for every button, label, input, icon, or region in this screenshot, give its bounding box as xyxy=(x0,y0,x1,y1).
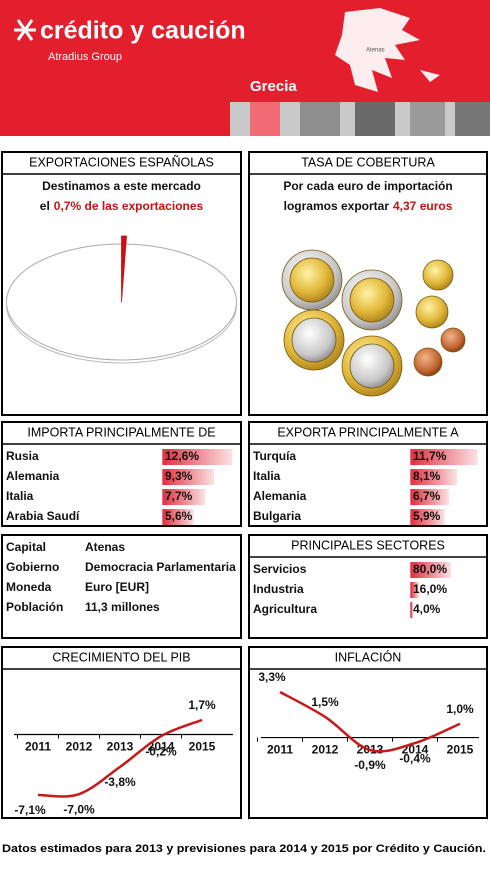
bar-value-label: 80,0% xyxy=(413,562,447,576)
bar xyxy=(411,469,458,485)
x-tick-label: 2011 xyxy=(25,740,51,754)
map xyxy=(335,8,440,92)
value-label: -0,9% xyxy=(354,758,386,772)
info-value: Democracia Parlamentaria xyxy=(85,560,236,574)
value-label: 1,5% xyxy=(311,695,339,709)
x-tick-label: 2014 xyxy=(148,740,175,754)
x-tick-label: 2011 xyxy=(267,743,293,757)
value-label: -0,4% xyxy=(399,751,431,765)
pie-rim xyxy=(6,302,237,364)
country-info: Capital Atenas Gobierno Democracia Parlamen… xyxy=(6,540,236,614)
footer: Datos estimados para 2013 y previsiones … xyxy=(2,843,486,855)
info-value: Euro [EUR] xyxy=(85,580,149,594)
bar-value-label: 16,0% xyxy=(413,582,447,596)
country: Grecia xyxy=(250,78,297,95)
bar xyxy=(163,469,215,485)
x-tick-label: 2015 xyxy=(189,740,216,754)
info-value: Atenas xyxy=(85,540,125,554)
bar xyxy=(411,509,445,525)
pie-subtitle-lead: el xyxy=(40,199,50,213)
coverage-highlight: 4,37 euros xyxy=(393,199,453,213)
panel-title: TASA DE COBERTURA xyxy=(301,155,435,169)
bar-label: Turquía xyxy=(253,449,296,463)
info-label: Moneda xyxy=(6,580,52,594)
line xyxy=(279,690,461,753)
bar-value-label: 4,0% xyxy=(413,602,441,616)
value-label: -0,2% xyxy=(145,744,177,758)
bar-value-label: 11,7% xyxy=(413,449,447,463)
bar-value-label: 6,7% xyxy=(413,489,441,503)
bar-label: Alemania xyxy=(6,469,60,483)
brand-group: Atradius Group xyxy=(48,51,122,63)
bar-value-label: 5,9% xyxy=(413,509,441,523)
coverage-text: Por cada euro de importación xyxy=(283,179,452,193)
value-label: 1,7% xyxy=(188,698,216,712)
panel xyxy=(248,646,488,819)
pie-subtitle: el 0,7% de las exportaciones xyxy=(40,199,204,213)
pie-slice xyxy=(121,235,127,303)
bar xyxy=(411,602,413,618)
value-label: -3,8% xyxy=(104,775,136,789)
value-label: 3,3% xyxy=(258,670,286,684)
panel-title: EXPORTA PRINCIPALMENTE A xyxy=(277,425,459,439)
panel-title: IMPORTA PRINCIPALMENTE DE xyxy=(27,425,215,439)
bar xyxy=(411,582,419,598)
panel-title: INFLACIÓN xyxy=(335,649,402,664)
bar xyxy=(163,449,233,465)
panel xyxy=(1,646,242,819)
bar-label: Rusia xyxy=(6,449,39,463)
pie-subtitle: Destinamos a este mercado xyxy=(42,179,201,193)
info-label: Capital xyxy=(6,540,46,554)
pie-subtitle-highlight: 0,7% de las exportaciones xyxy=(54,199,204,213)
bar xyxy=(163,489,206,505)
x-tick-label: 2012 xyxy=(312,743,339,757)
bar-label: Italia xyxy=(6,489,34,503)
coverage-lead: logramos exportar xyxy=(284,199,390,213)
panel-title: EXPORTACIONES ESPAÑOLAS xyxy=(29,155,214,169)
coins xyxy=(281,249,466,397)
bar xyxy=(411,449,478,465)
value-label: -7,0% xyxy=(63,802,95,816)
coverage-text: logramos exportar 4,37 euros xyxy=(284,199,453,213)
bar-label: Industria xyxy=(253,582,304,596)
logo-mark xyxy=(14,19,36,41)
x-tick-label: 2013 xyxy=(107,740,134,754)
bar-label: Italia xyxy=(253,469,281,483)
panel-title: CRECIMIENTO DEL PIB xyxy=(52,650,190,664)
info-label: Gobierno xyxy=(6,560,59,574)
info-label: Población xyxy=(6,600,63,614)
panel xyxy=(248,534,488,639)
value-label: -7,1% xyxy=(14,803,46,817)
x-tick-label: 2015 xyxy=(447,743,474,757)
bar xyxy=(411,489,450,505)
bar xyxy=(411,562,451,578)
panel xyxy=(1,534,242,639)
header-strip xyxy=(230,102,490,136)
line xyxy=(37,718,203,798)
bar-value-label: 5,6% xyxy=(165,509,193,523)
info-value: 11,3 millones xyxy=(85,600,160,614)
bar-label: Agricultura xyxy=(253,602,317,616)
bar-value-label: 9,3% xyxy=(165,469,193,483)
panel-title: PRINCIPALES SECTORES xyxy=(291,538,445,552)
bar-value-label: 8,1% xyxy=(413,469,441,483)
value-label: 1,0% xyxy=(446,702,474,716)
bar-value-label: 7,7% xyxy=(165,489,193,503)
bar-label: Arabia Saudí xyxy=(6,509,80,523)
map-label: Atenas xyxy=(366,48,385,54)
bar-label: Alemania xyxy=(253,489,307,503)
x-tick-label: 2012 xyxy=(66,740,93,754)
bar-value-label: 12,6% xyxy=(165,449,199,463)
brand: crédito y caución xyxy=(40,17,246,45)
bar xyxy=(163,509,194,525)
bar-label: Servicios xyxy=(253,562,307,576)
bar-label: Bulgaria xyxy=(253,509,301,523)
